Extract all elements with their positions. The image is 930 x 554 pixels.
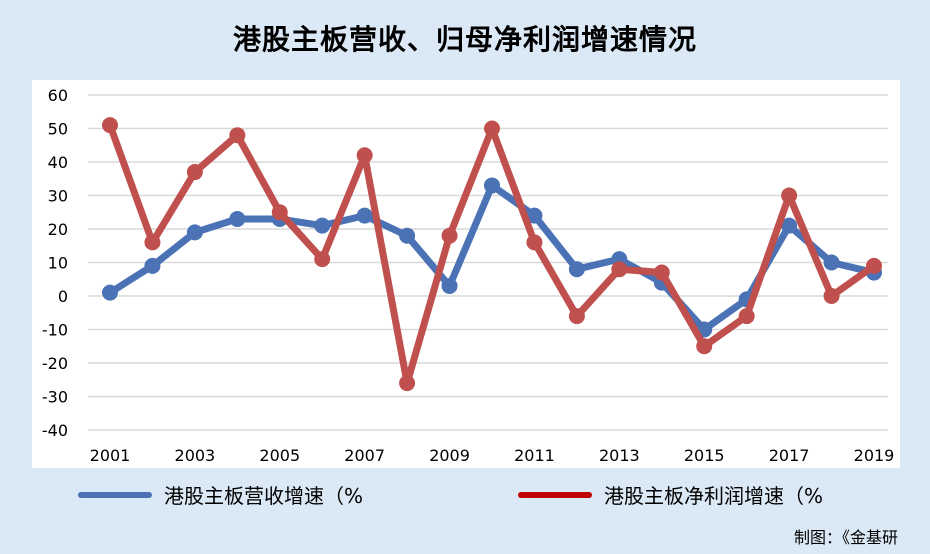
x-tick-label: 2013 bbox=[599, 446, 640, 465]
legend-item-revenue: 港股主板营收增速（% bbox=[78, 480, 363, 509]
x-tick-label: 2001 bbox=[90, 446, 131, 465]
data-point bbox=[738, 308, 755, 325]
legend-item-profit: 港股主板净利润增速（% bbox=[518, 480, 823, 509]
y-tick-label: -10 bbox=[42, 321, 68, 340]
x-tick-label: 2015 bbox=[684, 446, 725, 465]
data-point bbox=[186, 164, 203, 181]
y-tick-label: 30 bbox=[48, 187, 68, 206]
data-point bbox=[866, 257, 882, 274]
legend-swatch-revenue bbox=[78, 491, 152, 498]
y-tick-label: 20 bbox=[48, 220, 68, 239]
x-tick-label: 2005 bbox=[259, 446, 300, 465]
y-tick-label: -20 bbox=[42, 354, 68, 373]
data-point bbox=[102, 284, 118, 301]
plot-area bbox=[32, 80, 900, 468]
data-point bbox=[484, 120, 500, 137]
data-point bbox=[823, 254, 840, 271]
x-tick-label: 2011 bbox=[514, 446, 555, 465]
data-point bbox=[484, 177, 500, 194]
data-point bbox=[229, 127, 246, 144]
data-point bbox=[781, 187, 798, 204]
data-point bbox=[271, 204, 288, 221]
x-tick-label: 2017 bbox=[769, 446, 810, 465]
data-point bbox=[441, 227, 458, 244]
data-point bbox=[696, 338, 713, 355]
data-point bbox=[186, 224, 203, 241]
data-point bbox=[399, 227, 416, 244]
source-credit: 制图：《金基研 bbox=[793, 528, 898, 547]
data-point bbox=[229, 210, 246, 227]
x-tick-label: 2007 bbox=[344, 446, 385, 465]
data-point bbox=[314, 251, 331, 268]
y-tick-label: 0 bbox=[58, 287, 68, 306]
data-point bbox=[441, 277, 458, 294]
y-tick-label: -40 bbox=[42, 421, 68, 440]
data-point bbox=[568, 308, 585, 325]
data-point bbox=[356, 147, 373, 164]
series-line bbox=[106, 121, 878, 387]
data-point bbox=[144, 234, 161, 251]
y-tick-label: 60 bbox=[48, 86, 68, 105]
data-point bbox=[314, 217, 331, 234]
data-point bbox=[653, 264, 670, 281]
y-tick-label: 50 bbox=[48, 120, 68, 139]
legend-label-profit: 港股主板净利润增速（% bbox=[604, 484, 824, 508]
series-profit bbox=[102, 117, 882, 392]
data-point bbox=[781, 217, 798, 234]
data-point bbox=[823, 288, 840, 304]
data-point bbox=[611, 261, 628, 278]
data-point bbox=[356, 207, 373, 224]
legend-label-revenue: 港股主板营收增速（% bbox=[164, 484, 364, 508]
y-tick-label: 40 bbox=[48, 153, 68, 172]
data-point bbox=[102, 117, 118, 134]
data-point bbox=[399, 375, 416, 392]
legend-swatch-profit bbox=[518, 491, 592, 498]
data-point bbox=[568, 261, 585, 278]
series-revenue bbox=[102, 177, 882, 338]
x-tick-label: 2019 bbox=[854, 446, 895, 465]
y-tick-label: -30 bbox=[42, 388, 68, 407]
data-point bbox=[144, 257, 161, 274]
series-line bbox=[106, 181, 878, 333]
data-point bbox=[526, 207, 543, 224]
x-tick-label: 2009 bbox=[429, 446, 470, 465]
y-tick-label: 10 bbox=[48, 254, 68, 273]
data-point bbox=[526, 234, 543, 251]
x-tick-label: 2003 bbox=[175, 446, 216, 465]
chart-title: 港股主板营收、归母净利润增速情况 bbox=[232, 23, 697, 56]
